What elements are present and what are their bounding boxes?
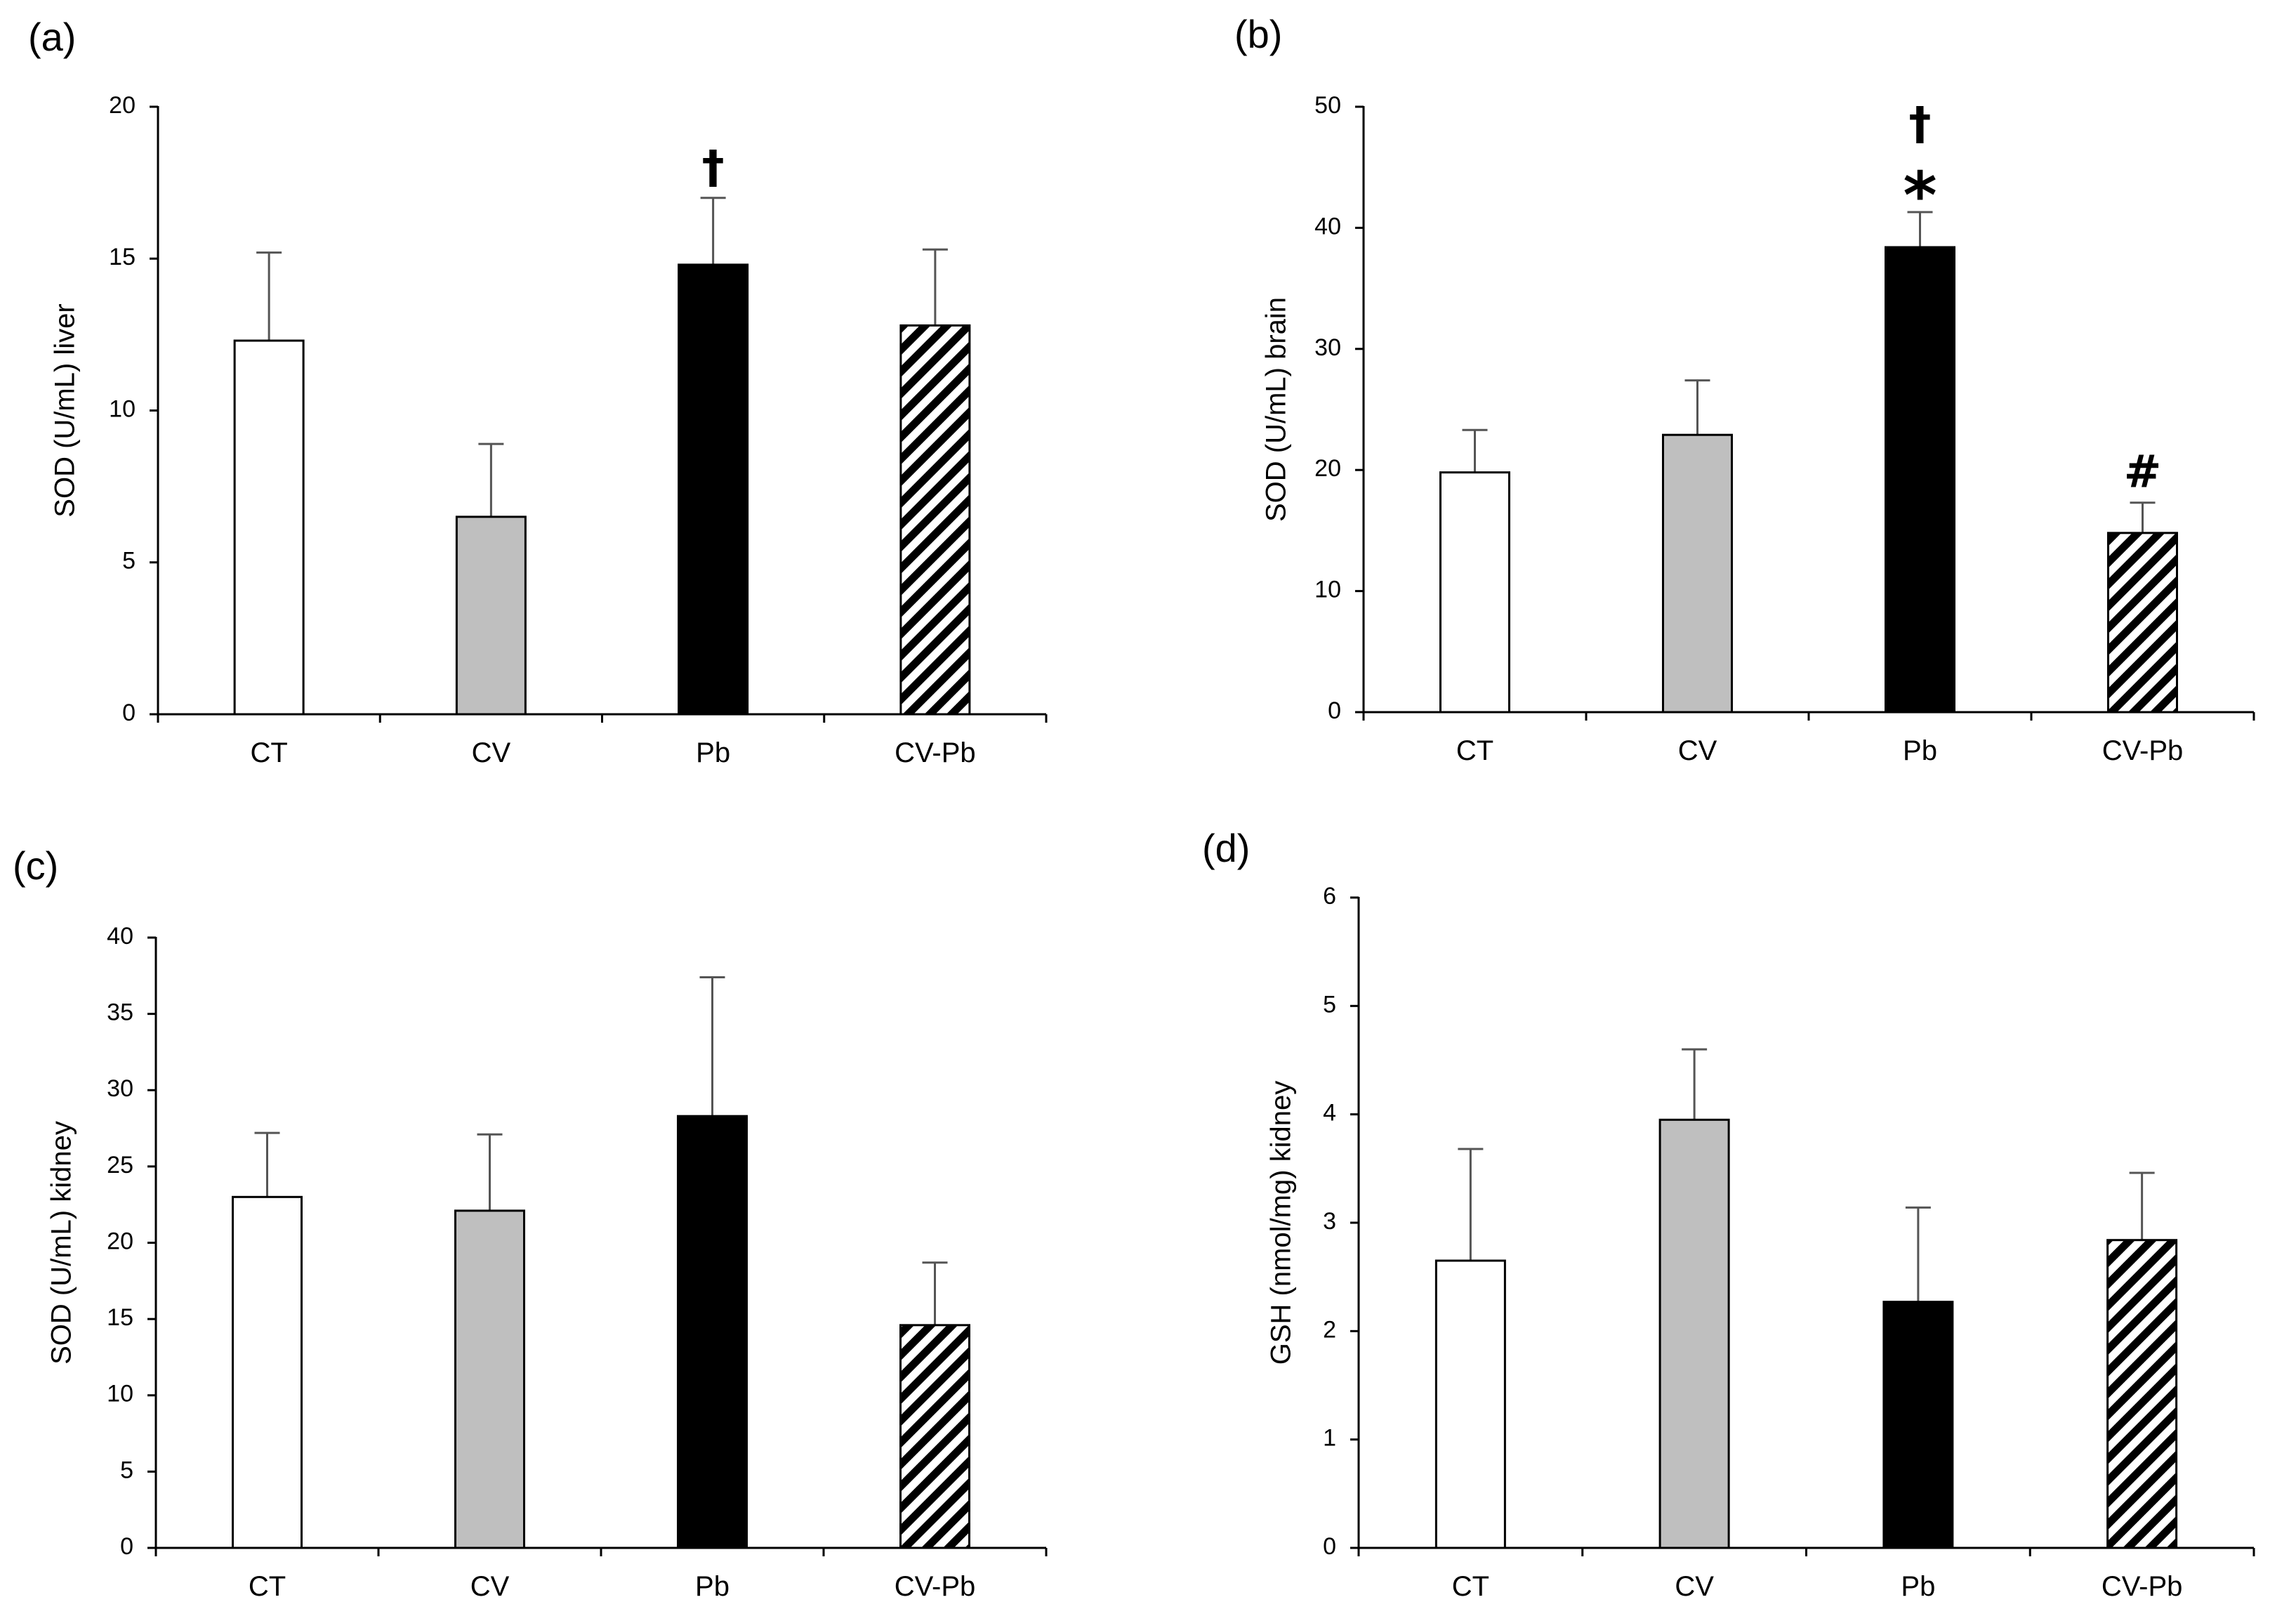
y-tick-label-d-1: 1 xyxy=(1323,1425,1336,1452)
x-category-label-d-CT: CT xyxy=(1452,1571,1489,1602)
bar-d-CV-Pb xyxy=(2106,1239,2178,1549)
y-tick-label-a-10: 10 xyxy=(109,395,136,422)
x-category-label-b-CT: CT xyxy=(1456,735,1493,766)
x-category-label-b-CV-Pb: CV-Pb xyxy=(2102,735,2184,766)
significance-mark-a-Pb-0: † xyxy=(702,142,725,194)
y-tick-label-b-40: 40 xyxy=(1314,213,1341,239)
chart-panel-b: (b) SOD (U/mL) brain 0 10 20 30 40 50 CT CV Pb CV-P… xyxy=(1234,12,2255,766)
y-tick-label-a-5: 5 xyxy=(122,548,136,574)
y-tick-label-d-0: 0 xyxy=(1323,1533,1336,1560)
y-tick-label-c-40: 40 xyxy=(107,923,133,950)
significance-mark-b-CV-Pb-2: # xyxy=(2124,447,2162,499)
y-tick-label-a-0: 0 xyxy=(122,700,136,726)
bar-c-CT xyxy=(232,1195,303,1549)
x-category-label-c-Pb: Pb xyxy=(695,1571,730,1602)
significance-mark-b-Pb-0: † xyxy=(1909,98,1932,150)
panel-label-b: (b) xyxy=(1234,12,1282,56)
y-tick-label-d-6: 6 xyxy=(1323,883,1336,909)
bar-a-Pb xyxy=(678,263,749,716)
y-tick-label-b-10: 10 xyxy=(1314,577,1341,603)
y-tick-label-a-20: 20 xyxy=(109,92,136,119)
bar-d-CV xyxy=(1658,1118,1730,1549)
y-tick-label-a-15: 15 xyxy=(109,244,136,270)
y-tick-label-d-5: 5 xyxy=(1323,991,1336,1018)
x-category-label-c-CT: CT xyxy=(249,1571,286,1602)
x-category-label-a-Pb: Pb xyxy=(696,737,730,768)
chart-panel-d: (d) GSH (nmol/mg) kidney 0 1 2 3 4 5 6 CT CV Pb CV-P… xyxy=(1202,826,2255,1602)
bar-b-CT xyxy=(1439,471,1510,714)
y-tick-label-c-20: 20 xyxy=(107,1228,133,1254)
x-category-label-c-CV: CV xyxy=(470,1571,510,1602)
y-tick-label-d-2: 2 xyxy=(1323,1316,1336,1343)
x-category-label-d-CV: CV xyxy=(1675,1571,1714,1602)
bar-a-CV xyxy=(455,515,527,716)
y-tick-label-b-50: 50 xyxy=(1314,92,1341,119)
x-category-label-a-CV-Pb: CV-Pb xyxy=(895,737,976,768)
panel-label-d: (d) xyxy=(1202,826,1250,870)
bar-a-CT xyxy=(233,339,305,716)
y-tick-label-d-4: 4 xyxy=(1323,1100,1336,1127)
bar-d-Pb xyxy=(1882,1301,1954,1549)
y-tick-label-c-5: 5 xyxy=(120,1457,133,1483)
y-tick-label-c-35: 35 xyxy=(107,999,133,1026)
bar-b-CV xyxy=(1662,433,1733,714)
y-axis-title-a: SOD (U/mL) liver xyxy=(50,303,81,517)
y-axis-title-d: GSH (nmol/mg) kidney xyxy=(1266,1081,1297,1365)
bar-c-CV-Pb xyxy=(899,1324,970,1549)
y-tick-label-c-0: 0 xyxy=(120,1533,133,1560)
x-category-label-b-Pb: Pb xyxy=(1903,735,1937,766)
significance-mark-b-Pb-1: * xyxy=(1903,158,1937,233)
y-tick-label-c-25: 25 xyxy=(107,1152,133,1178)
y-tick-label-b-30: 30 xyxy=(1314,334,1341,361)
chart-panel-a: (a) SOD (U/mL) liver 0 5 10 15 20 CT CV Pb CV-Pb † xyxy=(28,15,1048,768)
y-axis-title-b: SOD (U/mL) brain xyxy=(1261,297,1292,522)
y-axis-title-c: SOD (U/mL) kidney xyxy=(46,1121,77,1365)
x-category-label-c-CV-Pb: CV-Pb xyxy=(895,1571,976,1602)
x-category-label-d-CV-Pb: CV-Pb xyxy=(2102,1571,2183,1602)
bar-a-CV-Pb xyxy=(899,324,971,716)
y-tick-label-d-3: 3 xyxy=(1323,1208,1336,1235)
bar-c-Pb xyxy=(677,1115,748,1549)
y-tick-label-b-0: 0 xyxy=(1328,697,1341,724)
y-tick-label-c-10: 10 xyxy=(107,1381,133,1407)
panel-label-a: (a) xyxy=(28,15,76,59)
bar-c-CV xyxy=(454,1209,525,1549)
bar-d-CT xyxy=(1434,1259,1506,1549)
y-tick-label-c-15: 15 xyxy=(107,1304,133,1331)
bar-b-Pb xyxy=(1885,246,1955,714)
bar-b-CV-Pb xyxy=(2107,532,2178,714)
y-tick-label-b-20: 20 xyxy=(1314,455,1341,482)
x-category-label-a-CT: CT xyxy=(250,737,287,768)
x-category-label-b-CV: CV xyxy=(1678,735,1717,766)
x-category-label-a-CV: CV xyxy=(472,737,511,768)
x-category-label-d-Pb: Pb xyxy=(1901,1571,1935,1602)
y-tick-label-c-30: 30 xyxy=(107,1075,133,1102)
panel-label-c: (c) xyxy=(13,843,58,888)
chart-panel-c: (c) SOD (U/mL) kidney 0 5 10 15 20 25 30 35 40 CT CV… xyxy=(13,843,1048,1602)
